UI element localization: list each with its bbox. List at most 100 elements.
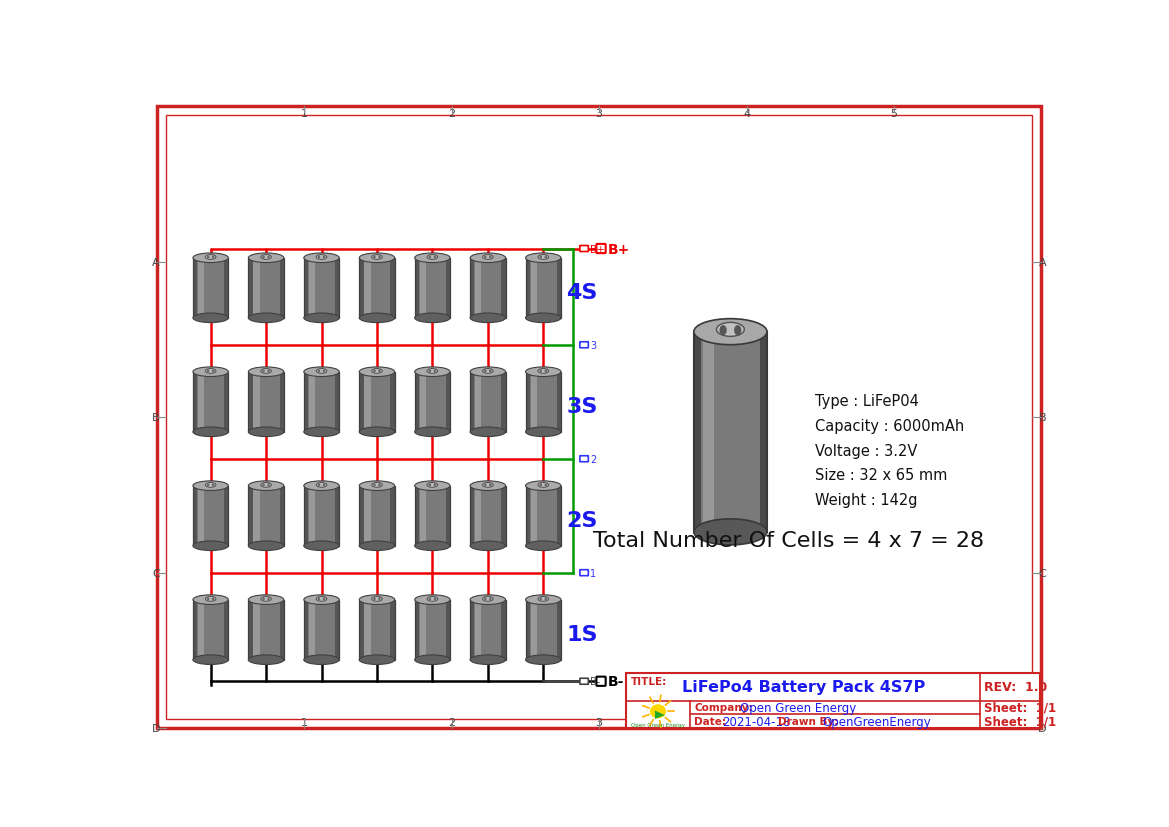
Bar xyxy=(279,486,284,546)
Bar xyxy=(336,486,339,546)
Bar xyxy=(365,375,371,429)
Ellipse shape xyxy=(261,256,271,260)
Ellipse shape xyxy=(489,370,492,373)
Text: Sheet:  1/1: Sheet: 1/1 xyxy=(984,715,1057,728)
Ellipse shape xyxy=(304,595,339,605)
Ellipse shape xyxy=(719,326,727,336)
Ellipse shape xyxy=(538,256,548,260)
Ellipse shape xyxy=(268,484,270,487)
Text: D: D xyxy=(152,724,160,734)
Bar xyxy=(470,600,475,660)
Bar xyxy=(193,486,198,546)
Ellipse shape xyxy=(540,370,542,373)
Bar xyxy=(359,600,395,660)
Ellipse shape xyxy=(470,595,505,605)
Ellipse shape xyxy=(359,428,395,437)
Bar xyxy=(254,261,260,315)
Bar xyxy=(420,603,426,657)
Ellipse shape xyxy=(207,256,209,259)
Ellipse shape xyxy=(470,428,505,437)
Ellipse shape xyxy=(318,484,320,487)
Ellipse shape xyxy=(545,256,547,259)
Bar xyxy=(415,486,450,546)
Ellipse shape xyxy=(193,595,228,605)
Bar xyxy=(415,258,450,318)
Ellipse shape xyxy=(434,484,436,487)
Bar xyxy=(193,600,228,660)
Bar xyxy=(248,258,284,318)
Ellipse shape xyxy=(415,428,450,437)
Ellipse shape xyxy=(373,256,375,259)
Bar xyxy=(309,375,316,429)
Ellipse shape xyxy=(470,541,505,551)
Ellipse shape xyxy=(248,541,284,551)
Bar xyxy=(415,600,450,660)
Ellipse shape xyxy=(540,484,542,487)
Ellipse shape xyxy=(206,597,216,601)
Bar xyxy=(248,486,253,546)
Bar xyxy=(470,372,475,433)
Text: B-: B- xyxy=(608,675,624,688)
Ellipse shape xyxy=(193,254,228,263)
Bar xyxy=(470,372,505,433)
Bar xyxy=(193,258,198,318)
Ellipse shape xyxy=(304,367,339,377)
Ellipse shape xyxy=(427,256,437,260)
Bar xyxy=(526,486,561,546)
Ellipse shape xyxy=(212,484,214,487)
Ellipse shape xyxy=(248,595,284,605)
Ellipse shape xyxy=(427,369,437,374)
Bar xyxy=(254,603,260,657)
Ellipse shape xyxy=(470,655,505,665)
Text: B: B xyxy=(1038,413,1046,423)
Bar xyxy=(193,486,228,546)
Bar xyxy=(531,603,537,657)
Bar xyxy=(248,372,253,433)
Ellipse shape xyxy=(359,655,395,665)
Ellipse shape xyxy=(261,597,271,601)
Bar xyxy=(304,600,309,660)
Ellipse shape xyxy=(415,367,450,377)
Ellipse shape xyxy=(415,254,450,263)
Ellipse shape xyxy=(207,484,209,487)
Text: 1: 1 xyxy=(300,108,307,118)
Bar xyxy=(359,372,395,433)
Text: C: C xyxy=(1038,568,1046,578)
Ellipse shape xyxy=(268,598,270,600)
Bar xyxy=(526,372,530,433)
Ellipse shape xyxy=(538,597,548,601)
Ellipse shape xyxy=(379,370,381,373)
Ellipse shape xyxy=(484,370,486,373)
Ellipse shape xyxy=(372,369,382,374)
Ellipse shape xyxy=(526,367,561,377)
Ellipse shape xyxy=(323,256,325,259)
Bar xyxy=(415,372,419,433)
Bar xyxy=(336,258,339,318)
Ellipse shape xyxy=(429,256,431,259)
Bar xyxy=(420,261,426,315)
Ellipse shape xyxy=(489,598,492,600)
Bar xyxy=(248,258,284,318)
Text: 2: 2 xyxy=(448,717,455,727)
Bar xyxy=(445,600,450,660)
Bar xyxy=(248,600,284,660)
Bar xyxy=(304,486,339,546)
Ellipse shape xyxy=(248,367,284,377)
Ellipse shape xyxy=(248,655,284,665)
Bar xyxy=(193,486,228,546)
Ellipse shape xyxy=(373,370,375,373)
Text: Date:: Date: xyxy=(694,716,726,726)
Ellipse shape xyxy=(373,598,375,600)
Ellipse shape xyxy=(526,595,561,605)
Ellipse shape xyxy=(470,313,505,323)
Text: Type : LiFeP04: Type : LiFeP04 xyxy=(815,394,919,409)
Ellipse shape xyxy=(359,595,395,605)
Bar xyxy=(248,372,284,433)
Bar xyxy=(304,372,339,433)
Text: 5: 5 xyxy=(891,108,898,118)
Ellipse shape xyxy=(484,256,486,259)
Ellipse shape xyxy=(372,483,382,488)
Bar xyxy=(526,258,530,318)
Bar xyxy=(526,600,561,660)
Bar xyxy=(224,258,228,318)
